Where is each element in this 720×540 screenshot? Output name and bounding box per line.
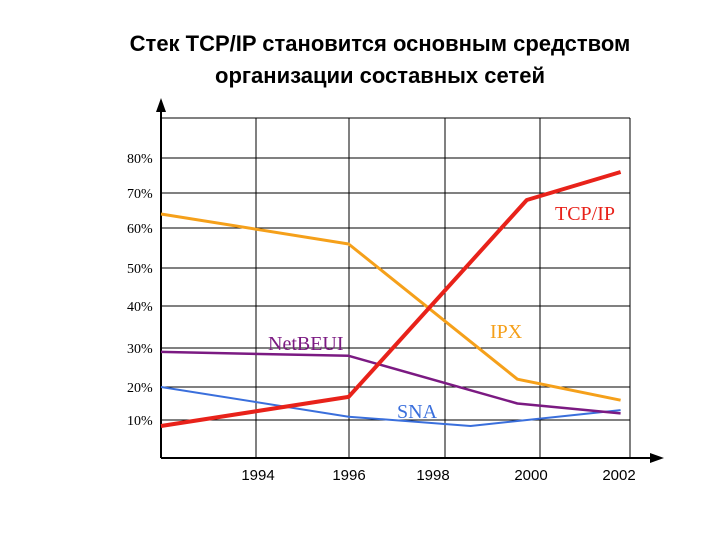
y-tick-label: 10% [127,414,153,429]
chart-title-line-1: Стек TCP/IP становится основным средство… [129,31,631,56]
series-line-tcp-ip [160,170,622,428]
x-tick-label: 2002 [602,467,635,484]
series-labels: TCP/IP IPX NetBEUI SNA [268,203,615,423]
x-tick-label: 1994 [241,467,274,484]
chart-title-line-2: организации составных сетей [215,63,545,88]
x-axis-arrow [650,453,664,463]
tick-labels: 10% 20% 30% 40% 50% 60% 70% 80% 1994 1996 1998 2000… [127,152,636,484]
series-line-netbeui [160,350,621,415]
y-tick-label: 60% [127,222,153,237]
series-line-ipx [160,212,621,402]
series-label-netbeui: NetBEUI [268,333,344,355]
y-tick-label: 80% [127,152,153,167]
x-tick-label: 1998 [416,467,449,484]
y-tick-label: 50% [127,262,153,277]
axes [156,98,664,463]
y-tick-label: 40% [127,300,153,315]
x-tick-label: 1996 [332,467,365,484]
chart-title: Стек TCP/IP становится основным средство… [0,28,720,92]
y-tick-label: 30% [127,342,153,357]
series-line-sna [160,386,621,427]
series-label-ipx: IPX [490,321,523,343]
series-label-tcp-ip: TCP/IP [555,203,615,225]
y-tick-label: 20% [127,381,153,396]
series-label-sna: SNA [397,401,438,423]
x-tick-label: 2000 [514,467,547,484]
y-tick-label: 70% [127,187,153,202]
y-axis-arrow [156,98,166,112]
series-lines [160,170,622,428]
